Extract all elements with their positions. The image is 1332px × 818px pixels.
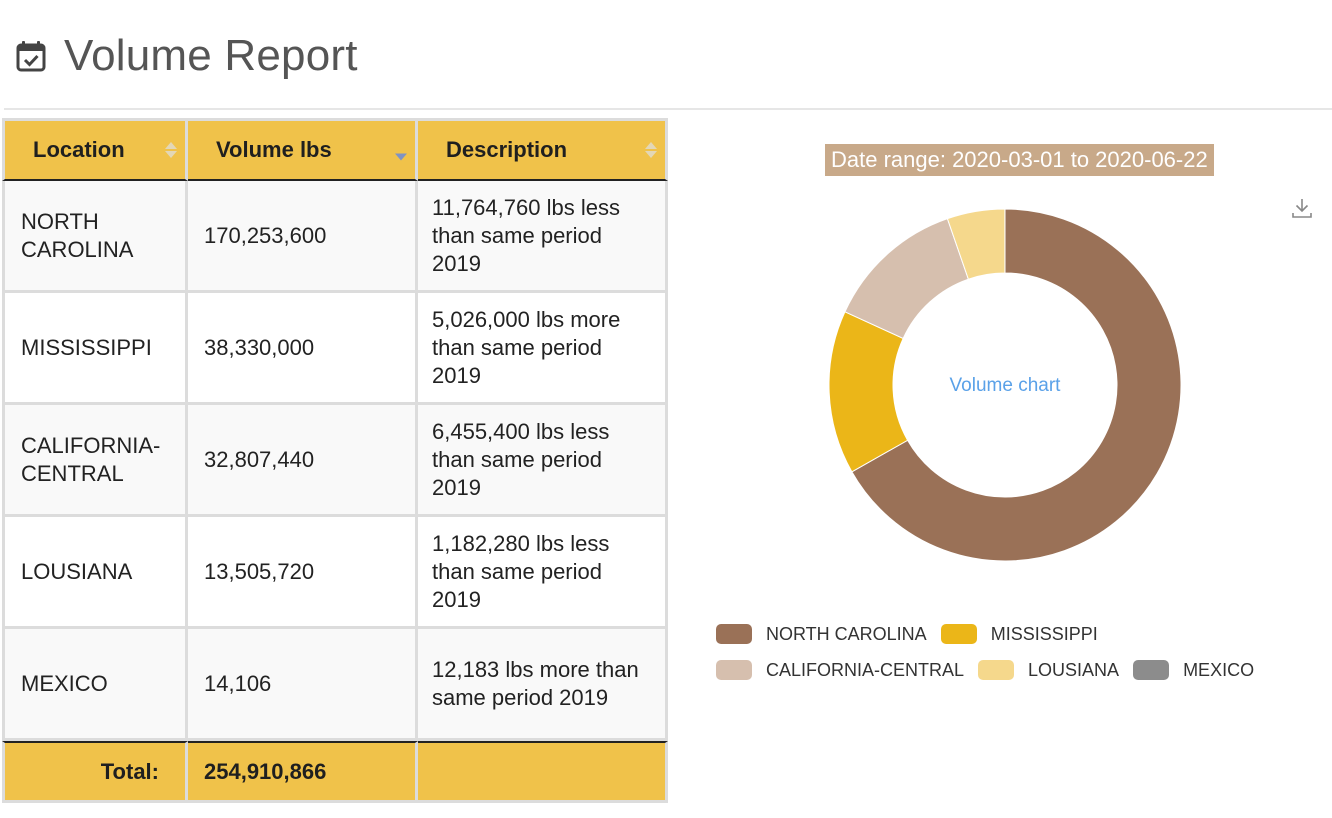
cell-description: 1,182,280 lbs less than same period 2019 bbox=[418, 517, 668, 629]
legend-swatch bbox=[978, 660, 1015, 680]
legend-item-mexico[interactable]: MEXICO bbox=[1133, 660, 1254, 681]
legend-swatch bbox=[716, 660, 752, 680]
donut-slice-north-carolina[interactable] bbox=[851, 208, 1182, 562]
legend-label: MEXICO bbox=[1183, 659, 1255, 680]
legend-label: NORTH CAROLINA bbox=[766, 623, 927, 644]
table-row: MISSISSIPPI 38,330,000 5,026,000 lbs mor… bbox=[2, 293, 668, 405]
page-title: Volume Report bbox=[64, 31, 358, 80]
header-divider bbox=[4, 108, 1332, 110]
sort-descending-icon[interactable] bbox=[395, 140, 407, 161]
legend-label: LOUSIANA bbox=[1028, 659, 1120, 680]
sort-icon[interactable] bbox=[645, 142, 657, 158]
cell-location: MEXICO bbox=[2, 629, 188, 741]
donut-center-label: Volume chart bbox=[950, 375, 1062, 396]
table-row: NORTH CAROLINA 170,253,600 11,764,760 lb… bbox=[2, 181, 668, 293]
sort-icon[interactable] bbox=[165, 142, 177, 158]
cell-description: 12,183 lbs more than same period 2019 bbox=[418, 629, 668, 741]
total-label: Total: bbox=[2, 741, 188, 803]
date-range-label: Date range: 2020-03-01 to 2020-06-22 bbox=[825, 144, 1214, 176]
table-row: CALIFORNIA-CENTRAL 32,807,440 6,455,400 … bbox=[2, 405, 668, 517]
cell-volume: 170,253,600 bbox=[188, 181, 418, 293]
column-header-label: Volume lbs bbox=[216, 137, 332, 162]
cell-description: 6,455,400 lbs less than same period 2019 bbox=[418, 405, 668, 517]
column-header-description[interactable]: Description bbox=[418, 118, 668, 181]
legend-swatch bbox=[716, 624, 752, 644]
column-header-label: Location bbox=[33, 137, 125, 162]
column-header-location[interactable]: Location bbox=[2, 118, 188, 181]
total-description bbox=[418, 741, 668, 803]
table-row: MEXICO 14,106 12,183 lbs more than same … bbox=[2, 629, 668, 741]
cell-description: 5,026,000 lbs more than same period 2019 bbox=[418, 293, 668, 405]
total-value: 254,910,866 bbox=[188, 741, 418, 803]
cell-volume: 13,505,720 bbox=[188, 517, 418, 629]
donut-slice-california-central[interactable] bbox=[844, 218, 969, 340]
cell-volume: 14,106 bbox=[188, 629, 418, 741]
column-header-label: Description bbox=[446, 137, 568, 162]
cell-volume: 38,330,000 bbox=[188, 293, 418, 405]
cell-location: LOUSIANA bbox=[2, 517, 188, 629]
column-header-volume[interactable]: Volume lbs bbox=[188, 118, 418, 181]
volume-table: Location Volume lbs Description NORTH CA… bbox=[2, 118, 668, 803]
table-header-row: Location Volume lbs Description bbox=[2, 118, 668, 181]
cell-location: MISSISSIPPI bbox=[2, 293, 188, 405]
cell-description: 11,764,760 lbs less than same period 201… bbox=[418, 181, 668, 293]
cell-volume: 32,807,440 bbox=[188, 405, 418, 517]
page-header: Volume Report bbox=[14, 26, 358, 86]
table-footer-row: Total: 254,910,866 bbox=[2, 741, 668, 803]
cell-location: NORTH CAROLINA bbox=[2, 181, 188, 293]
legend-item-north-carolina[interactable]: NORTH CAROLINA bbox=[716, 624, 927, 645]
chart-legend: NORTH CAROLINA MISSISSIPPI CALIFORNIA-CE… bbox=[716, 616, 1316, 688]
legend-label: MISSISSIPPI bbox=[990, 623, 1098, 644]
volume-chart-panel: Volume chart Date range: 2020-03-01 to 2… bbox=[700, 118, 1332, 718]
legend-item-lousiana[interactable]: LOUSIANA bbox=[978, 660, 1119, 681]
donut-chart: Volume chart bbox=[828, 208, 1182, 562]
legend-label: CALIFORNIA-CENTRAL bbox=[766, 659, 965, 680]
legend-swatch bbox=[1133, 660, 1170, 680]
legend-swatch bbox=[940, 624, 977, 644]
legend-item-mississippi[interactable]: MISSISSIPPI bbox=[940, 623, 1098, 645]
table-row: LOUSIANA 13,505,720 1,182,280 lbs less t… bbox=[2, 517, 668, 629]
legend-item-california-central[interactable]: CALIFORNIA-CENTRAL bbox=[716, 660, 964, 681]
download-icon[interactable] bbox=[1290, 196, 1314, 220]
cell-location: CALIFORNIA-CENTRAL bbox=[2, 405, 188, 517]
calendar-check-icon bbox=[14, 39, 48, 73]
